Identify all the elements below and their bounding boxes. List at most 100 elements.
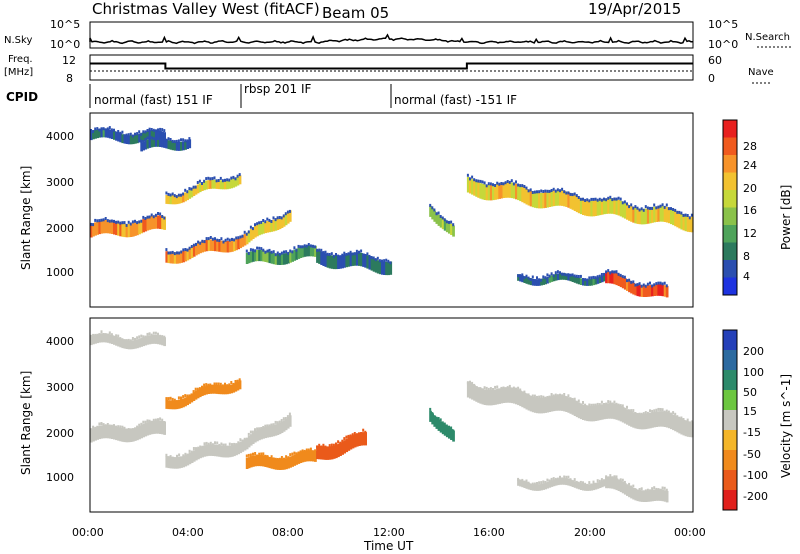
velocity-speckle (229, 443, 231, 446)
velocity-colorbar-swatch (723, 430, 737, 451)
velocity-speckle (687, 419, 689, 422)
power-speckle (138, 130, 140, 133)
velocity-speckle (117, 335, 119, 338)
velocity-speckle (532, 483, 534, 486)
power-speckle (182, 248, 184, 251)
power-speckle (532, 191, 534, 194)
power-speckle (530, 188, 532, 191)
velocity-speckle (578, 482, 580, 485)
velocity-speckle (618, 479, 620, 482)
power-speckle (542, 275, 544, 278)
velocity-speckle (574, 398, 576, 401)
velocity-speckle (572, 398, 574, 401)
power-speckle (310, 244, 312, 247)
velocity-speckle (540, 395, 542, 398)
power-speckle (540, 279, 542, 282)
velocity-speckle (186, 395, 188, 398)
power-speckle (277, 252, 279, 255)
power-speckle (134, 220, 136, 223)
velocity-speckle (138, 424, 140, 427)
velocity-speckle (260, 427, 262, 430)
velocity-speckle (666, 410, 668, 413)
velocity-speckle (178, 396, 180, 399)
power-speckle (536, 190, 538, 193)
velocity-speckle (683, 418, 685, 421)
power-speckle (293, 246, 295, 249)
velocity-speckle (517, 478, 519, 481)
velocity-speckle (188, 394, 190, 397)
power-cbar-tick-20: 20 (743, 182, 757, 195)
velocity-speckle (199, 446, 201, 449)
power-speckle (191, 245, 193, 248)
power-speckle (147, 137, 149, 140)
velocity-cell (666, 491, 669, 503)
velocity-speckle (211, 385, 213, 388)
power-speckle (187, 249, 189, 252)
velocity-speckle (314, 449, 316, 452)
power-speckle (530, 278, 532, 281)
velocity-speckle (119, 425, 121, 428)
velocity-speckle (103, 333, 105, 336)
power-speckle (467, 174, 469, 177)
velocity-speckle (159, 417, 161, 420)
power-speckle (244, 231, 246, 234)
xtick-08: 08:00 (272, 526, 304, 539)
velocity-speckle (262, 426, 264, 429)
power-speckle (170, 138, 172, 141)
vel-cbar-tick-m50: -50 (743, 448, 761, 461)
power-speckle (117, 221, 119, 224)
velocity-speckle (662, 487, 664, 490)
velocity-speckle (536, 482, 538, 485)
power-speckle (385, 259, 387, 262)
velocity-speckle (653, 409, 655, 412)
power-speckle (209, 177, 211, 180)
velocity-speckle (230, 381, 232, 384)
power-colorbar-swatch (723, 173, 737, 191)
velocity-speckle (597, 479, 599, 482)
power-speckle (442, 217, 444, 220)
power-speckle (599, 198, 601, 201)
power-speckle (553, 274, 555, 277)
velocity-speckle (498, 388, 500, 391)
velocity-speckle (345, 436, 347, 439)
power-speckle (647, 283, 649, 286)
power-speckle (500, 182, 502, 185)
velocity-speckle (223, 444, 225, 447)
velocity-speckle (603, 403, 605, 406)
power-speckle (448, 221, 450, 224)
power-speckle (662, 282, 664, 285)
velocity-colorbar-swatch (723, 390, 737, 411)
power-speckle (563, 273, 565, 276)
velocity-speckle (168, 397, 170, 400)
power-speckle (544, 190, 546, 193)
power-speckle (567, 273, 569, 276)
velocity-speckle (477, 387, 479, 390)
power-speckle (511, 179, 513, 182)
power-speckle (551, 272, 553, 275)
velocity-speckle (632, 409, 634, 412)
velocity-speckle (273, 457, 275, 460)
power-speckle (329, 253, 331, 256)
velocity-speckle (645, 411, 647, 414)
power-speckle (193, 244, 195, 247)
power-speckle (482, 180, 484, 183)
power-speckle (250, 226, 252, 229)
velocity-speckle (128, 428, 130, 431)
velocity-speckle (285, 417, 287, 420)
velocity-colorbar-ticks: 200 100 50 15 -15 -50 -100 -200 (743, 345, 768, 503)
velocity-speckle (632, 485, 634, 488)
power-speckle (672, 208, 674, 211)
power-speckle (624, 200, 626, 203)
velocity-speckle (199, 387, 201, 390)
velocity-speckle (182, 454, 184, 457)
velocity-speckle (582, 401, 584, 404)
power-speckle (153, 137, 155, 140)
power-speckle (574, 193, 576, 196)
velocity-speckle (283, 417, 285, 420)
velocity-speckle (298, 452, 300, 455)
velocity-speckle (599, 480, 601, 483)
power-colorbar-swatch (723, 225, 737, 243)
power-speckle (484, 181, 486, 184)
nsky-label: N.Sky (4, 35, 32, 46)
power-speckle (197, 181, 199, 184)
